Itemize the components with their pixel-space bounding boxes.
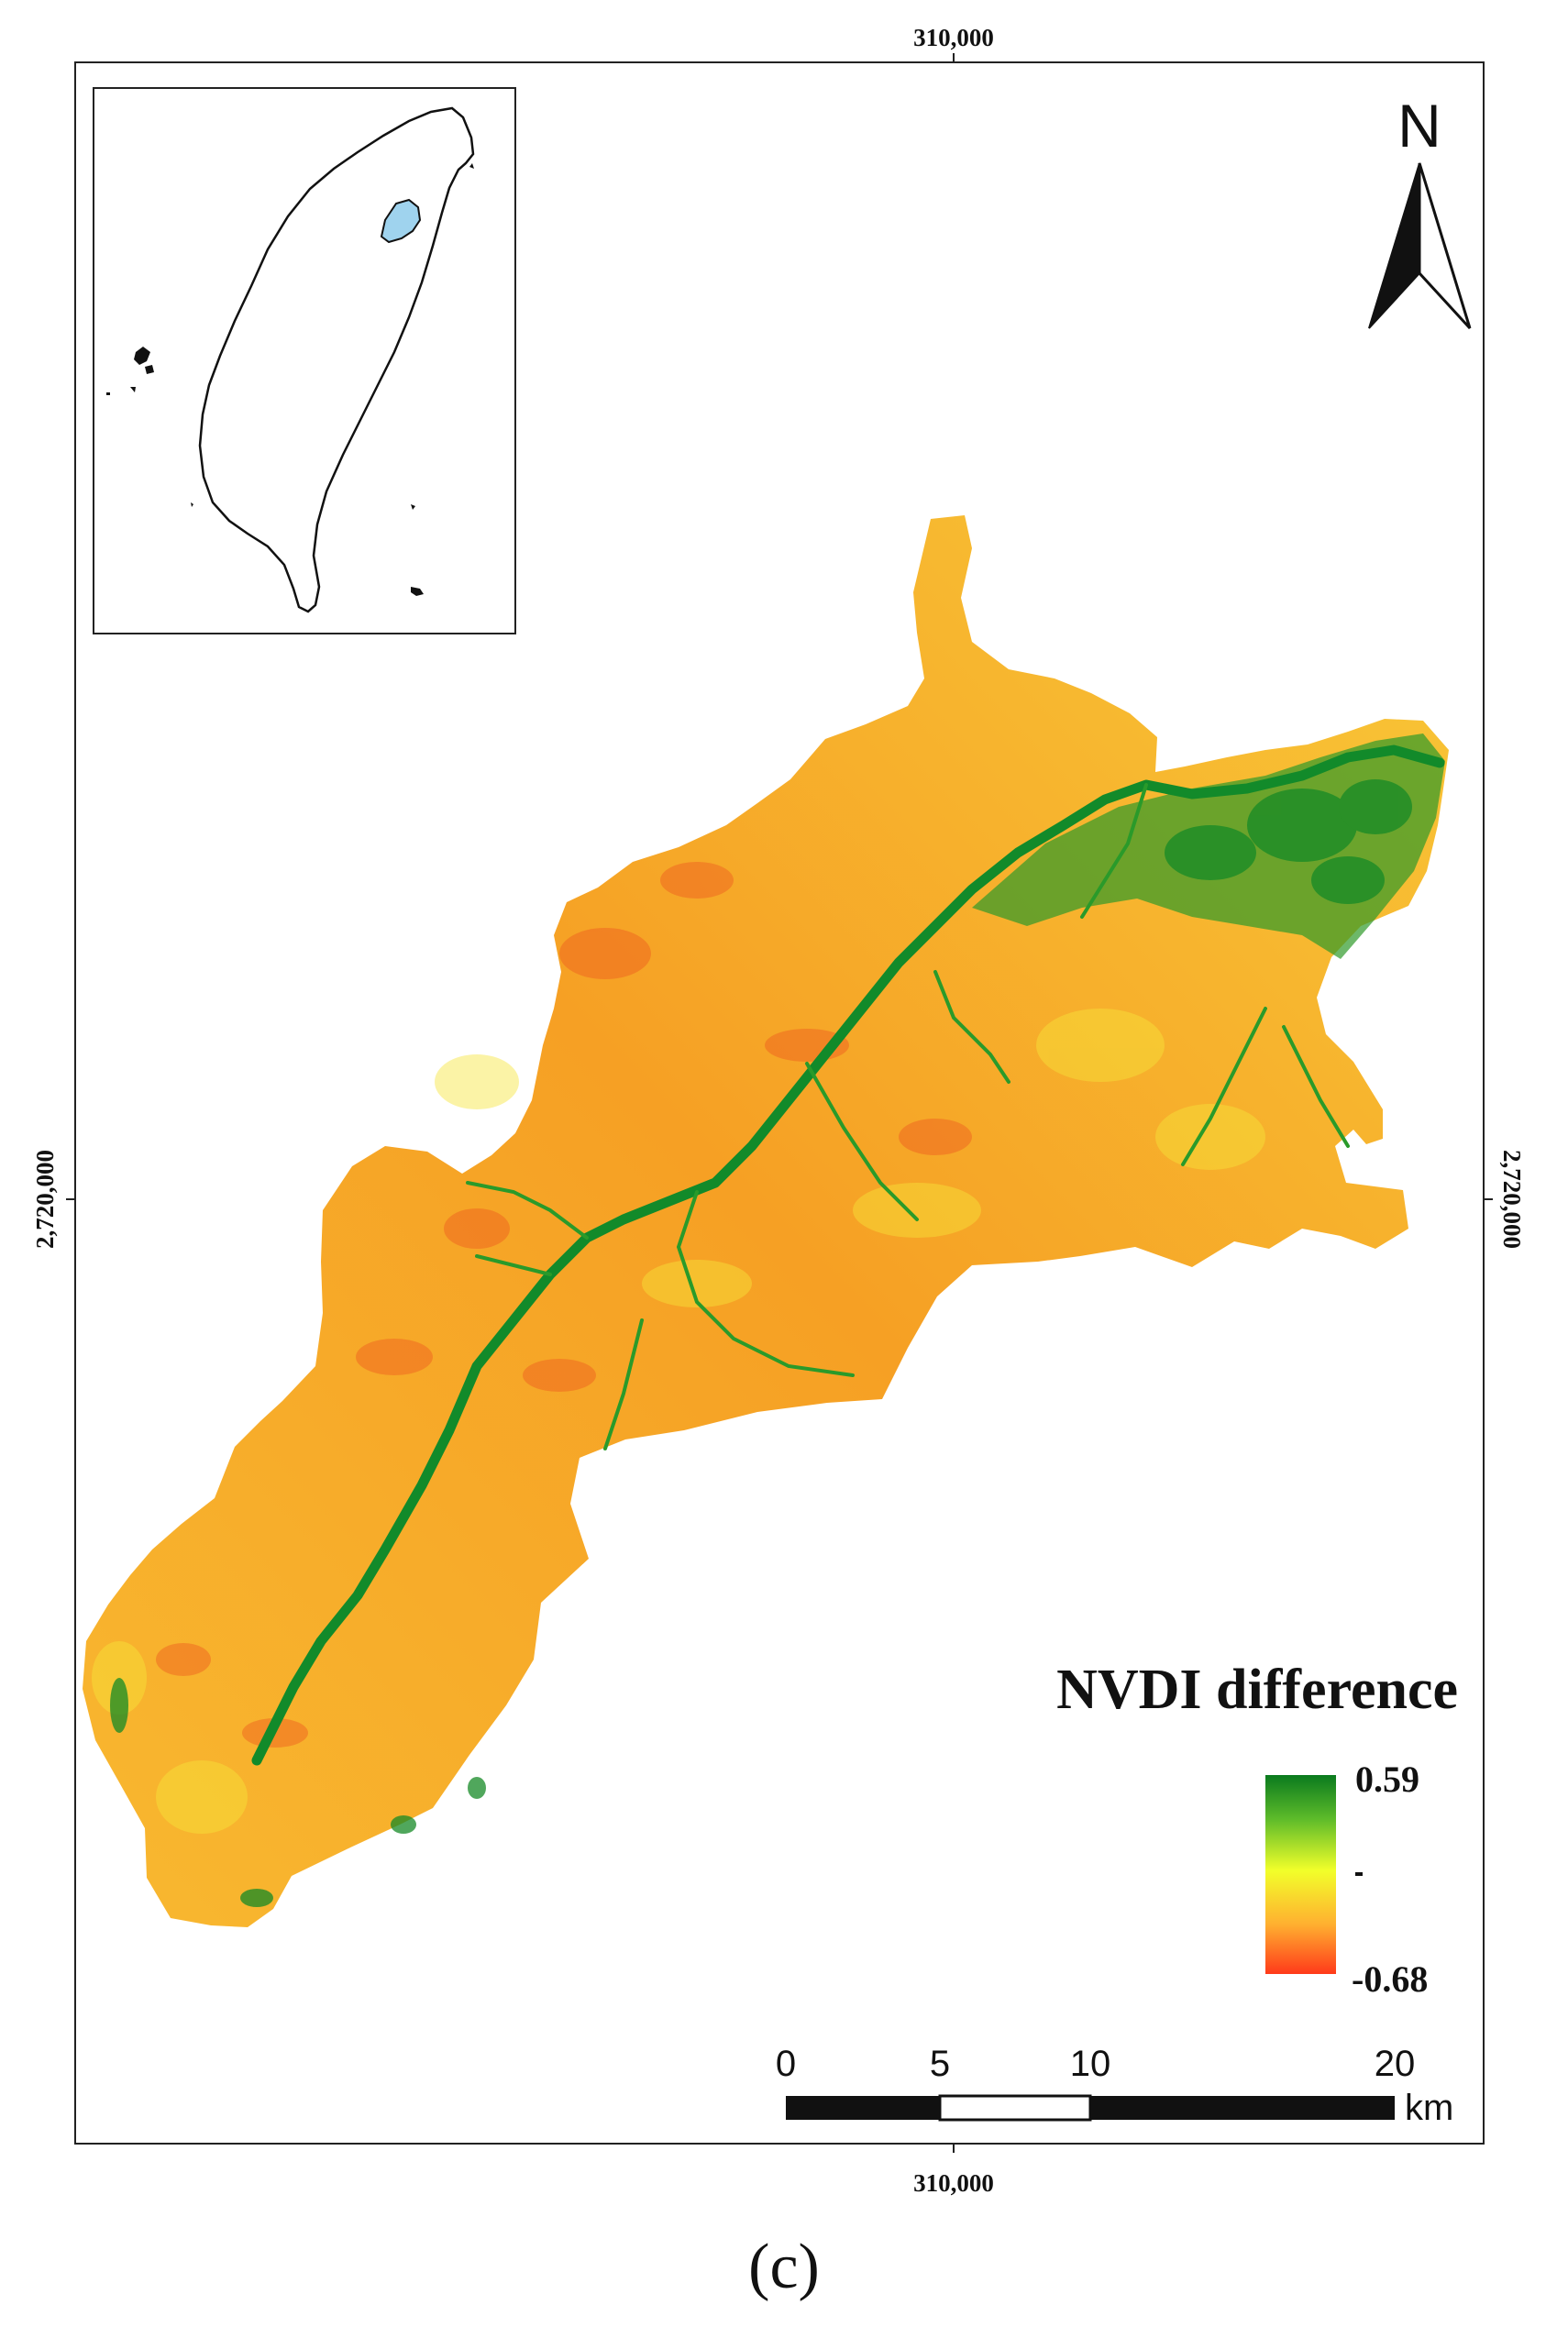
inset-frame (93, 87, 516, 634)
north-label: N (1397, 92, 1441, 160)
scale-label-5: 5 (930, 2044, 950, 2084)
near-zero-change-patches (92, 1009, 1265, 1834)
taiwan-outline (198, 106, 475, 613)
legend-min-label: -0.68 (1352, 1958, 1428, 2000)
scale-label-20: 20 (1375, 2044, 1416, 2084)
main-river (251, 744, 1445, 1766)
coord-label-top: 310,000 (913, 24, 994, 51)
scale-segment-2 (938, 2094, 1092, 2122)
coord-label-right: 2,720,000 (1498, 1150, 1526, 1249)
north-arrow-right-half (1418, 162, 1472, 330)
scale-unit: km (1405, 2088, 1453, 2128)
north-arrow: N (1368, 92, 1472, 330)
coord-label-bottom: 310,000 (913, 2169, 994, 2197)
scale-label-10: 10 (1070, 2044, 1111, 2084)
coord-label-left: 2,720,000 (31, 1150, 59, 1249)
watershed-raster (83, 515, 1449, 1927)
scale-label-0: 0 (776, 2044, 796, 2084)
legend-color-ramp (1265, 1775, 1336, 1974)
scale-bar: 0 5 10 20 km (776, 2044, 1453, 2128)
scale-segment-3 (1090, 2096, 1395, 2120)
penghu-islands (130, 347, 154, 392)
negative-change-patches (156, 862, 972, 1748)
legend-title: NVDI difference (1056, 1659, 1458, 1721)
panel-label: (c) (748, 2232, 820, 2302)
tributaries (466, 783, 1350, 1450)
positive-change-speckles (110, 779, 1412, 1907)
legend-max-label: 0.59 (1355, 1759, 1419, 1800)
scale-segment-1 (786, 2096, 940, 2120)
inset-locator-map (93, 87, 516, 634)
legend: NVDI difference 0.59 -0.68 (1056, 1659, 1458, 2000)
watershed-highlight (380, 198, 422, 244)
